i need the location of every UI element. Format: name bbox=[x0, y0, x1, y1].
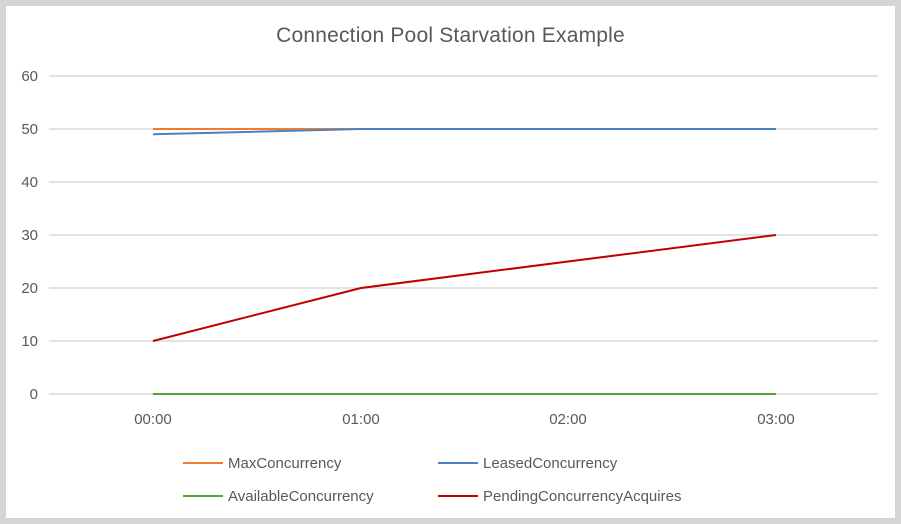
y-tick-label: 60 bbox=[21, 68, 38, 85]
x-tick-label: 02:00 bbox=[549, 411, 587, 428]
legend-label: LeasedConcurrency bbox=[483, 454, 618, 472]
legend-item-AvailableConcurrency: AvailableConcurrency bbox=[183, 487, 438, 505]
chart-canvas: Connection Pool Starvation Example 0 10 20… bbox=[6, 6, 895, 518]
legend-label: MaxConcurrency bbox=[228, 454, 342, 472]
y-tick-label: 50 bbox=[21, 121, 38, 138]
legend-line-swatch bbox=[438, 462, 478, 464]
y-tick-label: 10 bbox=[21, 333, 38, 350]
legend-item-LeasedConcurrency: LeasedConcurrency bbox=[438, 454, 681, 472]
x-tick-label: 01:00 bbox=[342, 411, 380, 428]
line-chart-plot: 0 10 20 30 40 50 60 00:00 01:00 02:00 03:00 bbox=[21, 68, 878, 428]
chart-title: Connection Pool Starvation Example bbox=[276, 24, 625, 47]
legend-item-MaxConcurrency: MaxConcurrency bbox=[183, 454, 438, 472]
x-tick-label: 03:00 bbox=[757, 411, 795, 428]
series-line-LeasedConcurrency bbox=[152, 128, 776, 136]
y-tick-label: 30 bbox=[21, 227, 38, 244]
y-tick-label: 20 bbox=[21, 280, 38, 297]
legend-item-PendingConcurrencyAcquires: PendingConcurrencyAcquires bbox=[438, 487, 681, 505]
legend-line-swatch bbox=[438, 495, 478, 497]
x-tick-label: 00:00 bbox=[134, 411, 172, 428]
legend-line-swatch bbox=[183, 462, 223, 464]
series-line-PendingConcurrencyAcquires bbox=[152, 234, 777, 342]
y-tick-label: 40 bbox=[21, 174, 38, 191]
legend-label: AvailableConcurrency bbox=[228, 487, 374, 505]
legend-label: PendingConcurrencyAcquires bbox=[483, 487, 682, 505]
chart-legend: MaxConcurrency LeasedConcurrency Available… bbox=[183, 454, 681, 505]
y-tick-label: 0 bbox=[30, 386, 38, 403]
legend-line-swatch bbox=[183, 495, 223, 497]
